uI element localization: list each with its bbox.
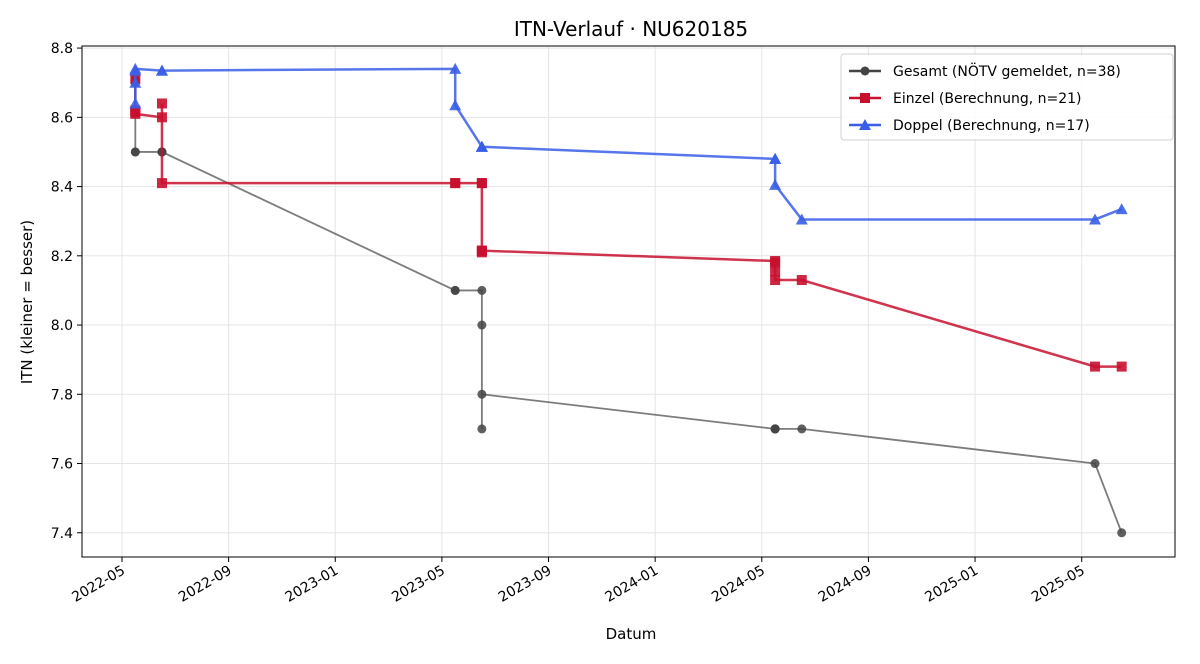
- x-tick-label: 2023-09: [496, 563, 555, 606]
- marker: [449, 62, 462, 74]
- marker: [1090, 459, 1100, 469]
- marker: [770, 275, 781, 286]
- marker: [476, 245, 487, 256]
- x-tick-label: 2024-09: [816, 563, 875, 606]
- marker: [129, 76, 142, 88]
- x-tick-label: 2025-01: [922, 563, 981, 606]
- marker: [476, 178, 487, 189]
- x-axis-label: Datum: [606, 625, 657, 643]
- marker: [1089, 213, 1102, 225]
- legend-label: Gesamt (NÖTV gemeldet, n=38): [893, 62, 1121, 80]
- marker: [796, 275, 807, 286]
- marker: [770, 266, 781, 277]
- x-tick-label: 2023-05: [389, 563, 448, 606]
- marker: [770, 424, 780, 434]
- legend-box: [840, 53, 1174, 141]
- marker: [1090, 361, 1101, 372]
- marker: [1116, 361, 1127, 372]
- marker: [130, 108, 141, 119]
- y-tick-label: 8.4: [51, 180, 73, 196]
- y-axis-label: ITN (kleiner = besser): [18, 220, 36, 384]
- x-tick-label: 2022-09: [176, 563, 235, 606]
- x-tick-label: 2023-01: [283, 563, 342, 606]
- marker: [860, 93, 870, 103]
- x-tick-label: 2024-05: [709, 563, 768, 606]
- marker: [475, 140, 488, 152]
- marker: [477, 389, 487, 399]
- marker: [1115, 203, 1128, 215]
- marker: [769, 178, 782, 190]
- marker: [155, 64, 168, 76]
- marker: [449, 99, 462, 111]
- y-tick-label: 7.8: [51, 387, 73, 403]
- y-tick-label: 8.8: [51, 41, 73, 57]
- x-tick-label: 2024-01: [602, 563, 661, 606]
- marker: [156, 98, 167, 109]
- legend: Gesamt (NÖTV gemeldet, n=38) Einzel (Bere…: [840, 53, 1174, 141]
- x-tick-label: 2022-05: [69, 563, 128, 606]
- y-tick-label: 7.4: [51, 526, 73, 542]
- marker: [129, 62, 142, 74]
- legend-label: Einzel (Berechnung, n=21): [893, 91, 1082, 107]
- marker: [477, 285, 487, 295]
- chart-title: ITN-Verlauf · NU620185: [514, 17, 748, 41]
- marker: [129, 97, 142, 109]
- marker: [859, 119, 871, 130]
- marker: [860, 66, 870, 76]
- marker: [795, 213, 808, 225]
- y-tick-label: 8.6: [51, 110, 73, 126]
- x-tick-label: 2025-05: [1029, 563, 1088, 606]
- marker: [156, 112, 167, 123]
- marker: [770, 257, 781, 268]
- marker: [769, 152, 782, 164]
- marker: [130, 147, 140, 157]
- y-tick-label: 7.6: [51, 457, 73, 473]
- y-tick-label: 8.0: [51, 318, 73, 334]
- plot-frame: [81, 45, 1176, 558]
- marker: [797, 424, 807, 434]
- marker: [477, 320, 487, 330]
- y-tick-label: 8.2: [51, 249, 73, 265]
- marker: [1117, 528, 1127, 538]
- marker: [450, 178, 461, 189]
- marker: [156, 178, 167, 189]
- legend-label: Doppel (Berechnung, n=17): [893, 118, 1090, 134]
- marker: [477, 424, 487, 434]
- marker: [450, 285, 460, 295]
- series-line: [134, 79, 1123, 534]
